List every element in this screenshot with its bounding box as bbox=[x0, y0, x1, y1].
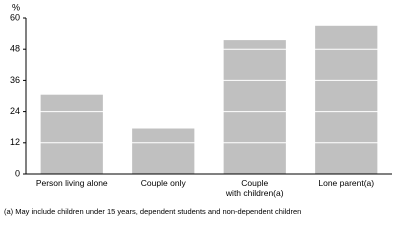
chart: % (a) May include children under 15 year… bbox=[4, 2, 392, 216]
y-axis-label: % bbox=[12, 2, 20, 12]
y-tick-label: 0 bbox=[15, 168, 20, 178]
bar bbox=[132, 128, 195, 174]
bar bbox=[40, 94, 103, 174]
x-tick-label: Person living alone bbox=[35, 178, 108, 188]
chart-container: % (a) May include children under 15 year… bbox=[4, 2, 392, 216]
y-tick-label: 12 bbox=[10, 137, 20, 147]
y-tick-label: 48 bbox=[10, 44, 20, 54]
x-tick-label: Lone parent(a) bbox=[318, 178, 375, 188]
x-tick-label: Couple only bbox=[140, 178, 186, 188]
y-tick-label: 24 bbox=[10, 106, 20, 116]
bar bbox=[315, 25, 378, 174]
x-tick-label: Couple with children(a) bbox=[225, 178, 284, 198]
y-tick-label: 36 bbox=[10, 75, 20, 85]
bar bbox=[223, 40, 286, 174]
y-tick-label: 60 bbox=[10, 12, 20, 22]
footnote: (a) May include children under 15 years,… bbox=[4, 207, 301, 216]
